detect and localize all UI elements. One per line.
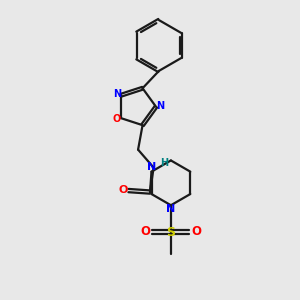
Text: O: O [118,185,128,195]
Text: N: N [166,204,176,214]
Text: O: O [191,225,201,238]
Text: O: O [112,114,121,124]
Text: N: N [113,89,121,99]
Text: S: S [167,226,176,238]
Text: O: O [141,225,151,238]
Text: N: N [156,100,164,110]
Text: N: N [148,162,157,172]
Text: H: H [160,158,168,168]
